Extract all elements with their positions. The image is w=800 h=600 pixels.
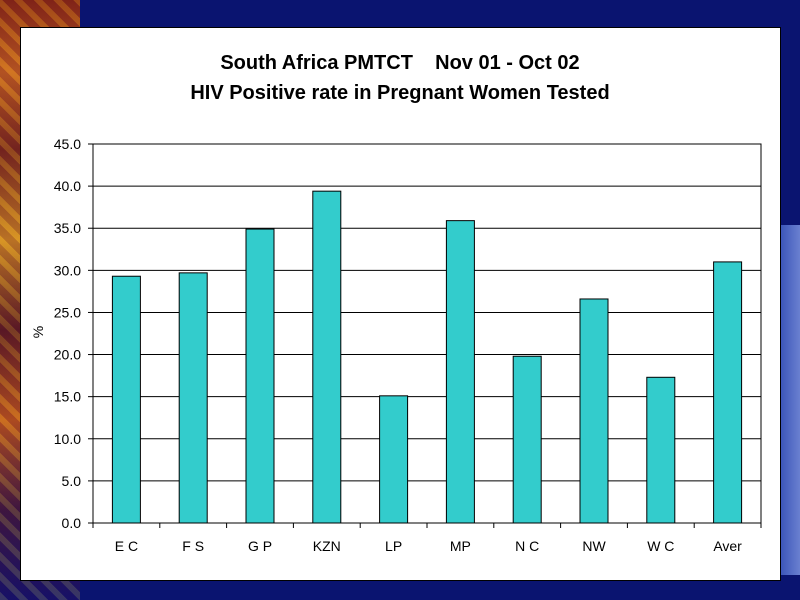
x-tick-label: E C	[115, 538, 138, 554]
y-tick-label: 25.0	[54, 304, 81, 320]
x-tick-label: MP	[450, 538, 471, 554]
x-tick-label: KZN	[313, 538, 341, 554]
x-tick-label: LP	[385, 538, 402, 554]
y-tick-label: 45.0	[54, 136, 81, 152]
bar	[178, 272, 208, 524]
y-axis-label: %	[30, 326, 46, 338]
x-tick-label: NW	[582, 538, 606, 554]
y-tick-label: 5.0	[62, 473, 82, 489]
y-tick-label: 20.0	[54, 347, 81, 363]
x-tick-label: F S	[182, 538, 204, 554]
bar	[445, 220, 475, 524]
y-tick-label: 30.0	[54, 262, 81, 278]
chart-subtitle: HIV Positive rate in Pregnant Women Test…	[190, 82, 610, 104]
bar	[245, 228, 275, 524]
bar	[379, 395, 409, 524]
y-tick-label: 10.0	[54, 431, 81, 447]
y-tick-label: 15.0	[54, 389, 81, 405]
x-tick-label: G P	[248, 538, 272, 554]
bar	[713, 261, 743, 524]
x-tick-label: W C	[647, 538, 674, 554]
bar	[579, 298, 609, 524]
bar	[512, 355, 542, 524]
bar	[312, 190, 342, 524]
y-tick-label: 40.0	[54, 178, 81, 194]
x-tick-label: Aver	[713, 538, 742, 554]
bar	[646, 376, 676, 524]
background-strip	[780, 225, 800, 575]
y-tick-label: 0.0	[62, 515, 82, 531]
y-tick-label: 35.0	[54, 220, 81, 236]
bar	[111, 275, 141, 524]
chart-title: South Africa PMTCT Nov 01 - Oct 02	[220, 52, 580, 74]
x-tick-label: N C	[515, 538, 539, 554]
